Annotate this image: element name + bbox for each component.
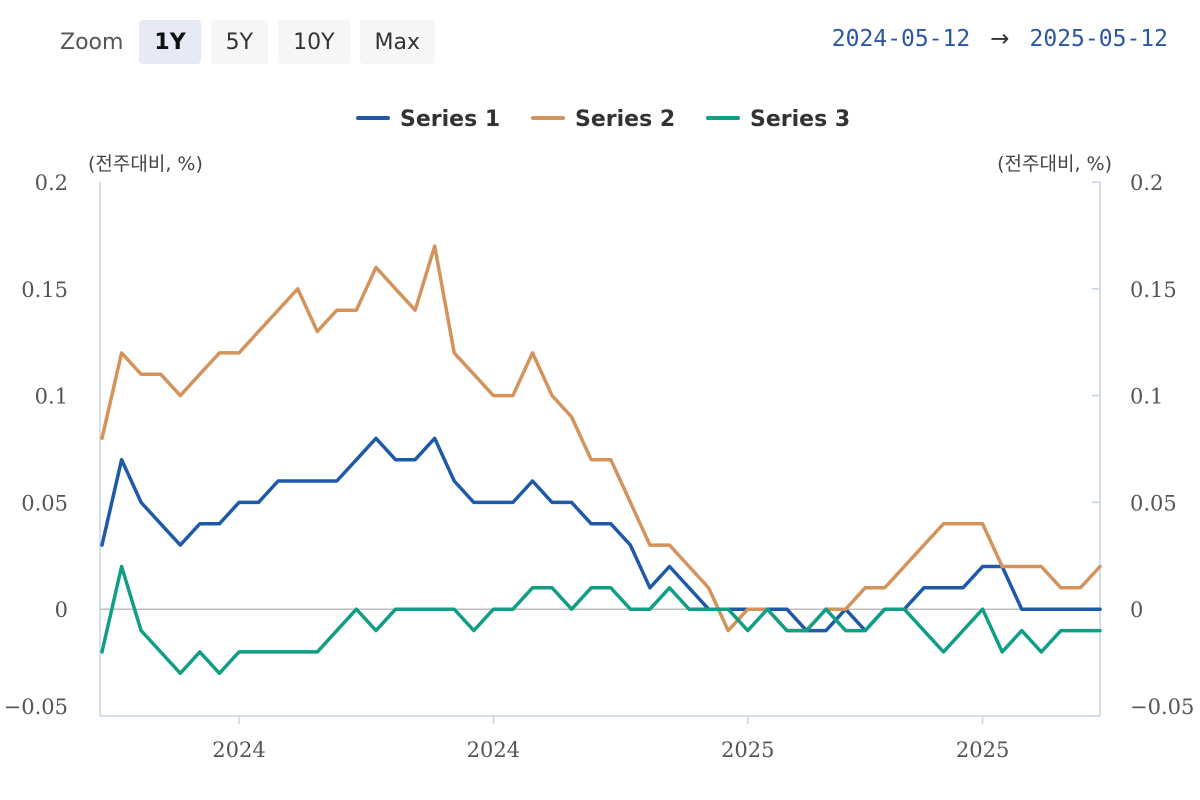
series-line-2[interactable] — [100, 244, 1102, 633]
y-tick-label-left: 0.2 — [35, 171, 68, 195]
y-tick-label-left: 0.05 — [21, 491, 68, 515]
zoom-max-button[interactable]: Max — [359, 20, 436, 64]
zoom-label: Zoom — [60, 29, 124, 55]
y-axis-label-left: (전주대비, %) — [88, 153, 203, 175]
y-tick-label-left: 0.15 — [21, 278, 68, 302]
range-start-date[interactable]: 2024-05-12 — [831, 26, 971, 52]
legend-label-series-1[interactable]: Series 1 — [400, 107, 500, 132]
zoom-5y-button[interactable]: 5Y — [210, 20, 269, 64]
legend-label-series-3[interactable]: Series 3 — [750, 107, 850, 132]
x-tick-label: 2025 — [956, 738, 1009, 762]
y-tick-label-right: 0.2 — [1130, 171, 1163, 195]
y-tick-label-right: 0 — [1130, 598, 1143, 622]
y-tick-label-right: 0.1 — [1130, 385, 1163, 409]
y-tick-label-left: 0.1 — [35, 385, 68, 409]
zoom-1y-button[interactable]: 1Y — [139, 20, 201, 64]
x-tick-label: 2024 — [467, 738, 520, 762]
zoom-bar: Zoom 1Y 5Y 10Y Max — [60, 20, 436, 64]
y-tick-label-right: −0.05 — [1130, 695, 1194, 719]
range-end-date[interactable]: 2025-05-12 — [1029, 26, 1168, 52]
date-range: 2024-05-12 → 2025-05-12 — [832, 26, 1168, 52]
legend-label-series-2[interactable]: Series 2 — [575, 107, 675, 132]
series-line-1[interactable] — [100, 436, 1102, 633]
y-tick-label-left: −0.05 — [4, 695, 68, 719]
x-tick-label: 2024 — [212, 738, 265, 762]
y-tick-label-left: 0 — [55, 598, 68, 622]
range-arrow: → — [990, 26, 1010, 52]
zoom-10y-button[interactable]: 10Y — [278, 20, 350, 64]
y-tick-label-right: 0.15 — [1130, 278, 1177, 302]
y-tick-label-right: 0.05 — [1130, 491, 1177, 515]
series-line-3[interactable] — [100, 564, 1102, 676]
y-axis-label-right: (전주대비, %) — [997, 153, 1112, 175]
x-tick-label: 2025 — [721, 738, 774, 762]
